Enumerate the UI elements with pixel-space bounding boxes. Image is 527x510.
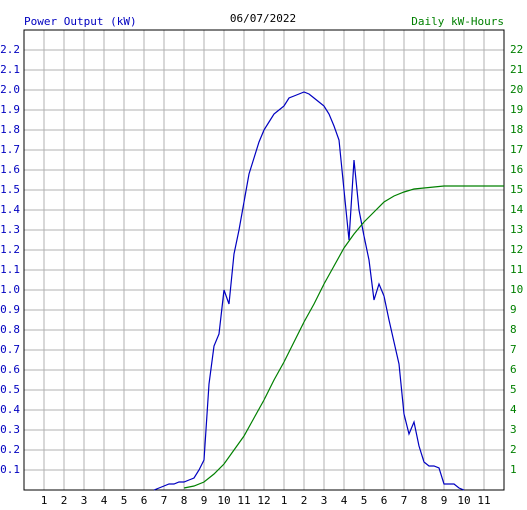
x-tick-label: 11 xyxy=(237,494,250,507)
y2-tick-label: 17 xyxy=(510,143,523,156)
y2-tick-label: 14 xyxy=(510,203,524,216)
y-tick-label: 2.1 xyxy=(0,63,20,76)
x-tick-label: 3 xyxy=(321,494,328,507)
y2-tick-label: 18 xyxy=(510,123,523,136)
x-tick-label: 10 xyxy=(457,494,470,507)
y2-tick-label: 15 xyxy=(510,183,523,196)
x-tick-label: 10 xyxy=(217,494,230,507)
x-tick-label: 6 xyxy=(141,494,148,507)
y2-tick-label: 9 xyxy=(510,303,517,316)
y-tick-label: 0.8 xyxy=(0,323,20,336)
x-tick-label: 9 xyxy=(201,494,208,507)
y-tick-label: 1.8 xyxy=(0,123,20,136)
y-tick-label: 2.2 xyxy=(0,43,20,56)
y2-tick-label: 3 xyxy=(510,423,517,436)
x-tick-label: 7 xyxy=(401,494,408,507)
x-tick-label: 2 xyxy=(301,494,308,507)
plot-frame xyxy=(23,29,505,491)
y2-tick-label: 22 xyxy=(510,43,523,56)
y-tick-label: 0.2 xyxy=(0,443,20,456)
y-tick-label: 1.4 xyxy=(0,203,20,216)
y2-tick-label: 11 xyxy=(510,263,523,276)
y2-tick-label: 10 xyxy=(510,283,523,296)
y2-tick-label: 5 xyxy=(510,383,517,396)
y2-tick-label: 16 xyxy=(510,163,523,176)
x-tick-label: 3 xyxy=(81,494,88,507)
y-tick-label: 1.7 xyxy=(0,143,20,156)
y-tick-label: 1.1 xyxy=(0,263,20,276)
x-tick-label: 4 xyxy=(341,494,348,507)
y-tick-label: 0.9 xyxy=(0,303,20,316)
x-tick-label: 11 xyxy=(477,494,490,507)
y-tick-label: 2.0 xyxy=(0,83,20,96)
y-tick-label: 0.4 xyxy=(0,403,20,416)
x-tick-label: 6 xyxy=(381,494,388,507)
x-tick-label: 7 xyxy=(161,494,168,507)
y-tick-label: 0.1 xyxy=(0,463,20,476)
y-tick-label: 1.3 xyxy=(0,223,20,236)
y-tick-label: 1.2 xyxy=(0,243,20,256)
series-line xyxy=(153,91,465,491)
y2-tick-label: 21 xyxy=(510,63,523,76)
y-tick-label: 1.0 xyxy=(0,283,20,296)
y-tick-label: 0.5 xyxy=(0,383,20,396)
y2-tick-label: 4 xyxy=(510,403,517,416)
x-tick-label: 9 xyxy=(441,494,448,507)
x-tick-label: 5 xyxy=(361,494,368,507)
y2-tick-label: 20 xyxy=(510,83,523,96)
x-tick-label: 2 xyxy=(61,494,68,507)
y2-tick-label: 19 xyxy=(510,103,523,116)
y-tick-label: 0.7 xyxy=(0,343,20,356)
y2-tick-label: 6 xyxy=(510,363,517,376)
y2-tick-label: 13 xyxy=(510,223,523,236)
y-axis-label: Power Output (kW) xyxy=(24,15,137,28)
y2-tick-label: 12 xyxy=(510,243,523,256)
x-tick-label: 8 xyxy=(421,494,428,507)
y2-tick-label: 2 xyxy=(510,443,517,456)
x-tick-label: 1 xyxy=(41,494,48,507)
y2-tick-label: 7 xyxy=(510,343,517,356)
y-tick-label: 1.6 xyxy=(0,163,20,176)
chart-title: 06/07/2022 xyxy=(230,12,296,25)
x-tick-label: 1 xyxy=(281,494,288,507)
y2-axis-label: Daily kW-Hours xyxy=(411,15,504,28)
y2-tick-label: 1 xyxy=(510,463,517,476)
y-tick-label: 0.3 xyxy=(0,423,20,436)
x-tick-label: 12 xyxy=(257,494,270,507)
x-tick-label: 5 xyxy=(121,494,128,507)
x-tick-label: 4 xyxy=(101,494,108,507)
y-tick-label: 0.6 xyxy=(0,363,20,376)
series-line xyxy=(183,185,504,489)
y-tick-label: 1.5 xyxy=(0,183,20,196)
y2-tick-label: 8 xyxy=(510,323,517,336)
y-tick-label: 1.9 xyxy=(0,103,20,116)
x-tick-label: 8 xyxy=(181,494,188,507)
